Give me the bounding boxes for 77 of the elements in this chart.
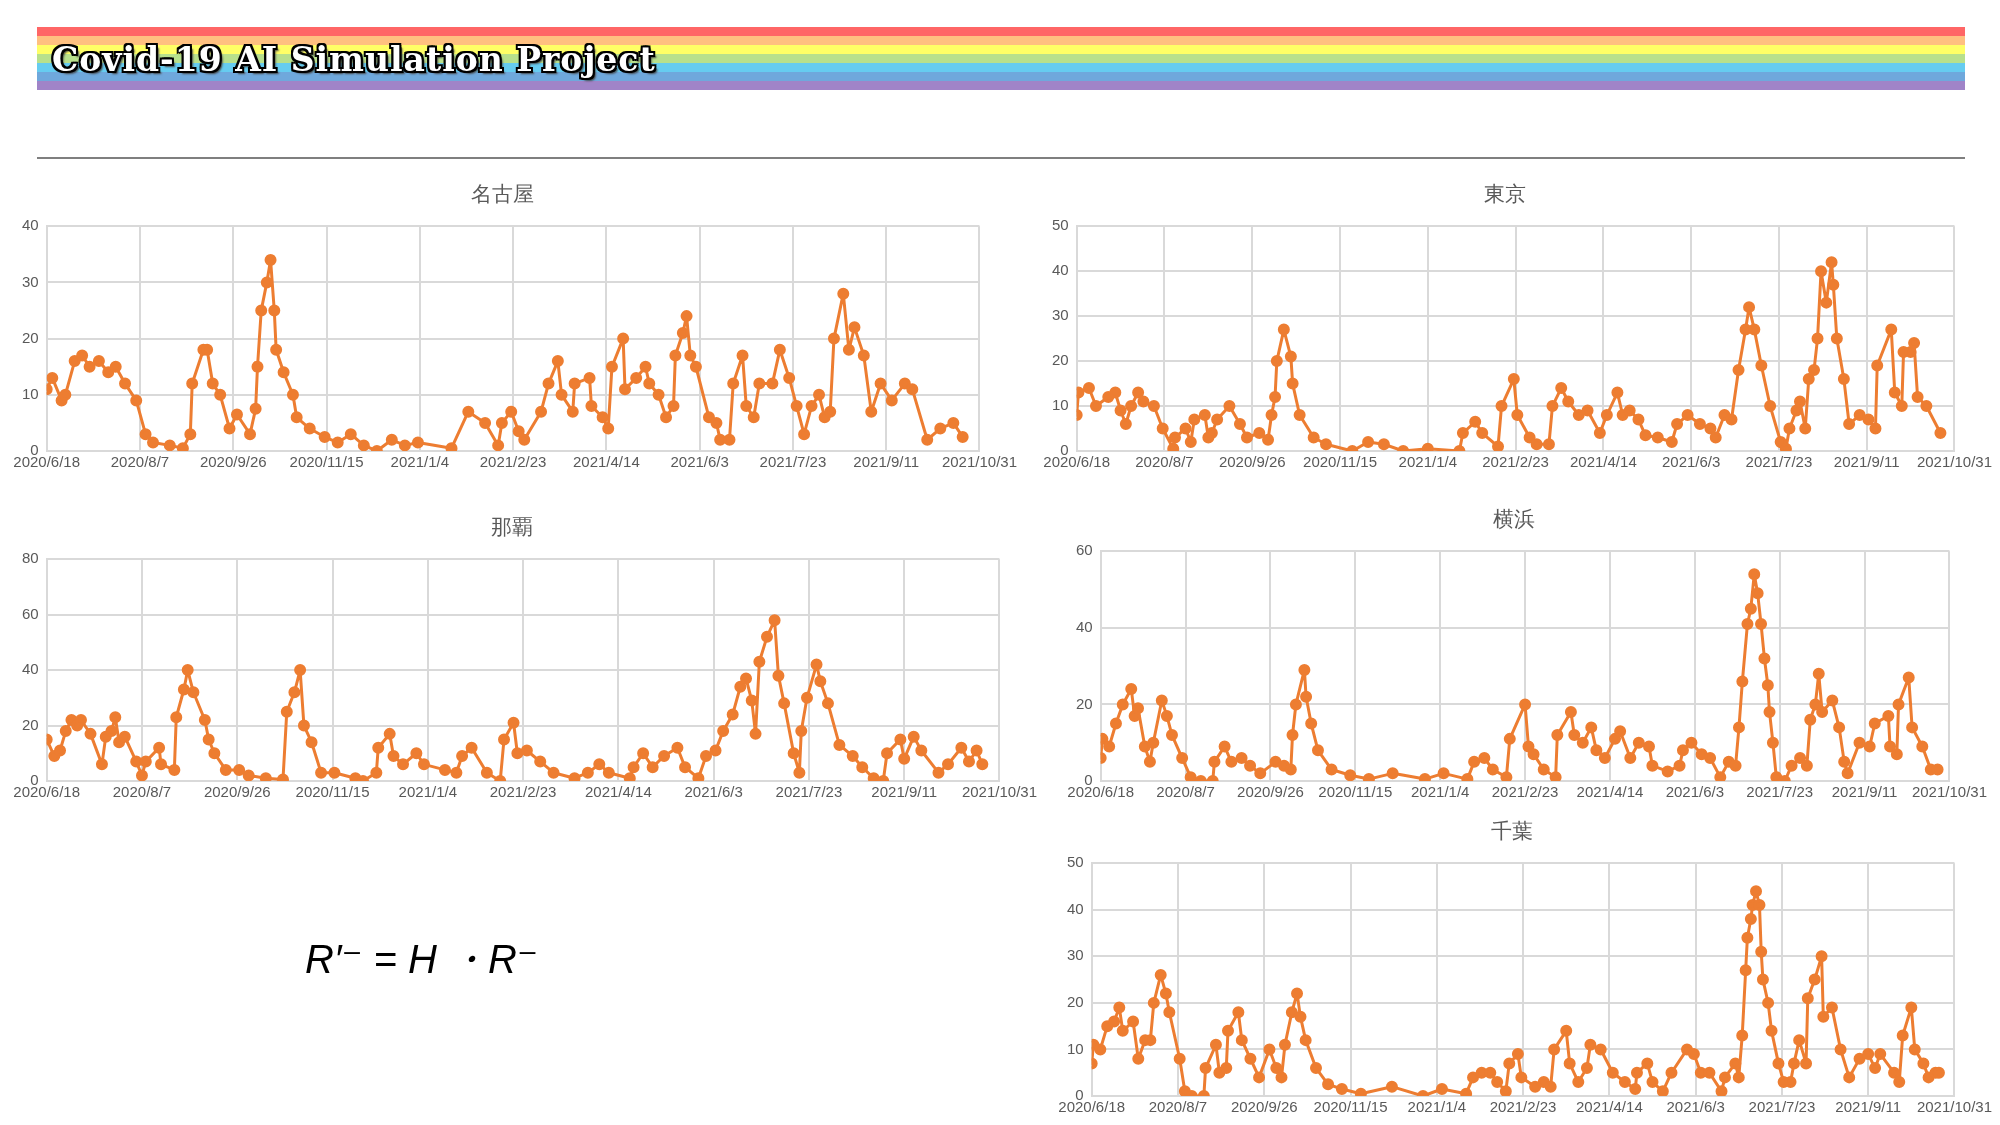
x-tick-label: 2021/7/23 (1748, 1098, 1816, 1116)
x-tick-label: 2020/11/15 (1313, 1098, 1388, 1116)
x-tick-label: 2021/9/11 (1831, 783, 1898, 801)
x-tick-label: 2021/6/3 (1661, 453, 1721, 471)
x-tick-label: 2020/11/15 (289, 453, 364, 471)
y-tick-label: 40 (1076, 617, 1093, 635)
x-tick-label: 2020/8/7 (110, 453, 170, 471)
y-tick-label: 10 (22, 384, 39, 402)
x-tick-label: 2021/1/4 (390, 453, 449, 471)
x-tick-label: 2021/7/23 (1745, 453, 1813, 471)
x-tick-label: 2021/9/11 (871, 783, 937, 801)
x-tick-label: 2020/9/26 (1230, 1098, 1298, 1116)
y-tick-label: 40 (1067, 899, 1084, 917)
x-tick-label: 2021/10/31 (941, 453, 1017, 471)
x-tick-label: 2021/6/3 (684, 783, 743, 801)
x-tick-label: 2021/2/23 (479, 453, 547, 471)
y-tick-label: 60 (22, 604, 39, 622)
x-tick-label: 2020/8/7 (1156, 783, 1215, 801)
x-tick-label: 2021/9/11 (1833, 453, 1900, 471)
y-tick-label: 80 (22, 549, 39, 567)
y-tick-label: 20 (22, 715, 39, 733)
x-tick-label: 2020/8/7 (1135, 453, 1194, 471)
x-tick-label: 2021/6/3 (670, 453, 729, 471)
chart-title: 千葉 (1491, 819, 1533, 844)
x-tick-label: 2021/10/31 (961, 783, 1037, 801)
y-tick-label: 30 (1052, 306, 1069, 324)
x-tick-label: 2021/4/14 (1575, 1098, 1643, 1116)
text: R′⁻ = H ・R⁻ (305, 936, 539, 983)
y-tick-label: 40 (22, 216, 39, 234)
y-tick-label: 50 (1052, 216, 1069, 234)
x-tick-label: 2020/9/26 (1237, 783, 1304, 801)
chart-title: 那覇 (491, 515, 533, 540)
chart-title: 名古屋 (470, 182, 534, 207)
y-tick-label: 30 (1067, 946, 1084, 964)
x-tick-label: 2020/9/26 (199, 453, 267, 471)
chart-title: 横浜 (1493, 507, 1535, 532)
y-tick-label: 20 (1076, 694, 1093, 712)
x-tick-label: 2021/10/31 (1916, 1098, 1992, 1116)
x-tick-label: 2021/10/31 (1916, 453, 1992, 471)
y-tick-label: 40 (1052, 261, 1069, 279)
x-tick-label: 2021/4/14 (1576, 783, 1644, 801)
x-tick-label: 2021/4/14 (584, 783, 652, 801)
x-tick-label: 2020/11/15 (1318, 783, 1393, 801)
x-tick-label: 2020/11/15 (1303, 453, 1377, 471)
x-tick-label: 2021/7/23 (1746, 783, 1814, 801)
x-tick-label: 2021/4/14 (1569, 453, 1637, 471)
x-tick-label: 2021/2/23 (1491, 783, 1559, 801)
x-tick-label: 2021/6/3 (1666, 1098, 1725, 1116)
y-tick-label: 60 (1076, 541, 1093, 559)
chart-title: 東京 (1483, 182, 1526, 207)
y-tick-label: 50 (1067, 853, 1084, 871)
x-tick-label: 2021/4/14 (572, 453, 640, 471)
y-tick-label: 30 (22, 272, 39, 290)
x-tick-label: 2021/1/4 (1398, 453, 1457, 471)
y-tick-label: 20 (22, 328, 39, 346)
x-tick-label: 2021/2/23 (1489, 1098, 1557, 1116)
x-tick-label: 2021/1/4 (1407, 1098, 1466, 1116)
y-tick-label: 20 (1052, 351, 1069, 369)
x-tick-label: 2021/2/23 (1482, 453, 1549, 471)
x-tick-label: 2021/1/4 (398, 783, 457, 801)
x-tick-label: 2021/10/31 (1911, 783, 1987, 801)
y-tick-label: 40 (22, 660, 39, 678)
y-tick-label: 20 (1067, 993, 1084, 1011)
y-tick-label: 10 (1067, 1039, 1084, 1057)
x-tick-label: 2021/9/11 (853, 453, 919, 471)
x-tick-label: 2020/8/7 (1148, 1098, 1208, 1116)
x-tick-label: 2020/9/26 (1218, 453, 1286, 471)
x-tick-label: 2021/7/23 (759, 453, 827, 471)
x-tick-label: 2021/2/23 (489, 783, 557, 801)
x-tick-label: 2021/1/4 (1411, 783, 1470, 801)
x-tick-label: 2021/9/11 (1835, 1098, 1901, 1116)
x-tick-label: 2020/9/26 (203, 783, 271, 801)
x-tick-label: 2020/8/7 (112, 783, 172, 801)
x-tick-label: 2021/6/3 (1665, 783, 1725, 801)
y-tick-label: 10 (1052, 396, 1069, 414)
x-tick-label: 2020/11/15 (295, 783, 370, 801)
x-tick-label: 2021/7/23 (775, 783, 843, 801)
